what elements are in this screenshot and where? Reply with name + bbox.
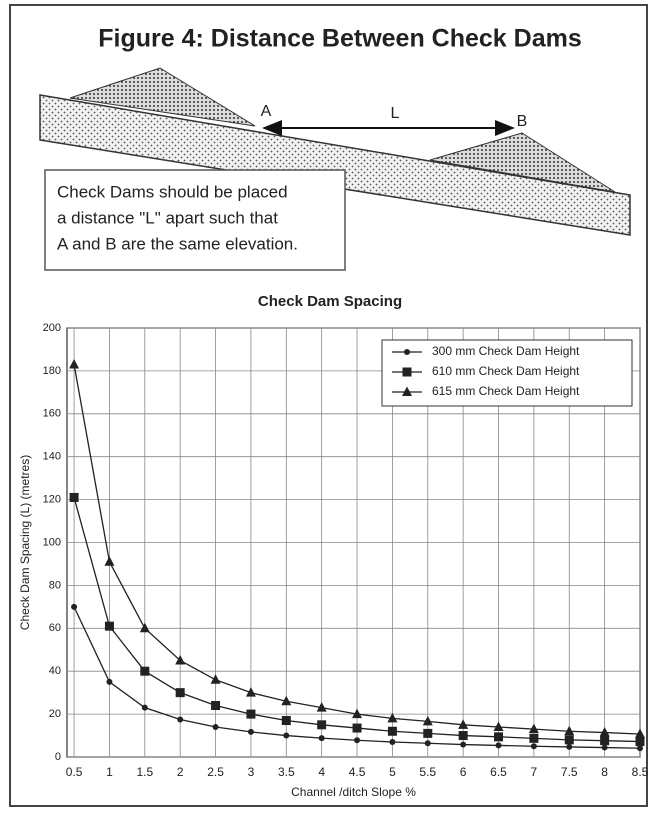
marker: [211, 701, 220, 710]
marker: [403, 368, 412, 377]
x-tick-label: 3.5: [278, 765, 295, 779]
marker: [600, 736, 609, 745]
x-tick-label: 1.5: [136, 765, 153, 779]
marker: [602, 745, 608, 751]
marker: [319, 735, 325, 741]
legend-label: 300 mm Check Dam Height: [432, 344, 580, 358]
y-tick-label: 180: [43, 365, 61, 377]
note-line: A and B are the same elevation.: [57, 234, 298, 253]
x-tick-label: 8.5: [632, 765, 649, 779]
marker: [70, 493, 79, 502]
y-tick-label: 120: [43, 494, 61, 506]
marker: [529, 734, 538, 743]
marker: [494, 732, 503, 741]
marker: [389, 739, 395, 745]
marker: [353, 724, 362, 733]
marker: [176, 688, 185, 697]
legend-label: 615 mm Check Dam Height: [432, 384, 580, 398]
marker: [282, 716, 291, 725]
marker: [460, 742, 466, 748]
x-tick-label: 5: [389, 765, 396, 779]
marker: [354, 737, 360, 743]
marker: [423, 729, 432, 738]
marker: [636, 737, 645, 746]
marker: [213, 724, 219, 730]
marker: [565, 735, 574, 744]
marker: [317, 720, 326, 729]
x-tick-label: 2.5: [207, 765, 224, 779]
x-tick-label: 4.5: [349, 765, 366, 779]
x-tick-label: 2: [177, 765, 184, 779]
y-tick-label: 60: [49, 622, 61, 634]
x-tick-label: 6.5: [490, 765, 507, 779]
marker: [246, 710, 255, 719]
marker: [496, 742, 502, 748]
marker: [459, 731, 468, 740]
y-tick-label: 100: [43, 536, 61, 548]
marker: [425, 740, 431, 746]
chart-title: Check Dam Spacing: [258, 293, 402, 310]
marker: [71, 604, 77, 610]
figure-title: Figure 4: Distance Between Check Dams: [98, 25, 582, 53]
marker: [283, 733, 289, 739]
marker: [140, 667, 149, 676]
y-axis-label: Check Dam Spacing (L) (metres): [18, 455, 32, 630]
x-tick-label: 5.5: [419, 765, 436, 779]
marker: [388, 727, 397, 736]
x-tick-label: 4: [318, 765, 325, 779]
y-tick-label: 140: [43, 451, 61, 463]
note-line: a distance "L" apart such that: [57, 208, 278, 227]
x-tick-label: 0.5: [66, 765, 83, 779]
marker: [248, 729, 254, 735]
x-tick-label: 7.5: [561, 765, 578, 779]
y-tick-label: 160: [43, 408, 61, 420]
note-line: Check Dams should be placed: [57, 182, 288, 201]
y-tick-label: 80: [49, 579, 61, 591]
x-tick-label: 3: [248, 765, 255, 779]
chart: Check Dam Spacing02040608010012014016018…: [18, 293, 648, 799]
y-tick-label: 40: [49, 665, 61, 677]
marker: [566, 744, 572, 750]
legend-label: 610 mm Check Dam Height: [432, 364, 580, 378]
y-tick-label: 20: [49, 708, 61, 720]
label-b: B: [517, 113, 528, 130]
marker: [404, 349, 410, 355]
y-tick-label: 0: [55, 751, 61, 763]
marker: [106, 679, 112, 685]
x-axis-label: Channel /ditch Slope %: [291, 785, 416, 799]
marker: [177, 716, 183, 722]
y-tick-label: 200: [43, 322, 61, 334]
x-tick-label: 7: [531, 765, 538, 779]
figure: Figure 4: Distance Between Check Dams A …: [0, 0, 652, 811]
marker: [637, 745, 643, 751]
marker: [142, 705, 148, 711]
x-tick-label: 8: [601, 765, 608, 779]
marker: [105, 622, 114, 631]
x-tick-label: 1: [106, 765, 113, 779]
label-l: L: [391, 105, 400, 122]
x-tick-label: 6: [460, 765, 467, 779]
marker: [531, 743, 537, 749]
label-a: A: [261, 103, 272, 120]
